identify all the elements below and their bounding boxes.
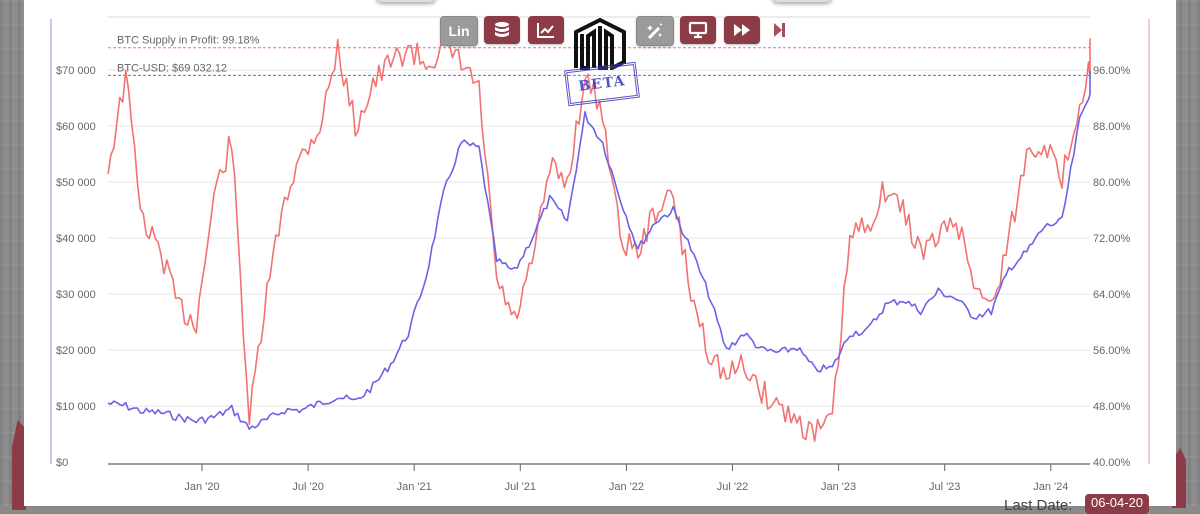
skip-to-end-button[interactable] [772, 20, 788, 40]
indicators-button[interactable] [636, 16, 674, 46]
skip-end-icon [774, 23, 785, 37]
left-y-tick-label: $60 000 [56, 121, 96, 133]
right-y-tick-label: 96.00% [1093, 65, 1131, 77]
right-y-tick-label: 80.00% [1093, 177, 1131, 189]
chart-panel [24, 0, 1176, 506]
x-axis: Jan '20 Jul '20 Jan '21 Jul '21 Jan '22 Jul '… [108, 463, 1090, 493]
x-tick-label: Jul '20 [292, 481, 323, 493]
x-tick-label: Jan '20 [184, 481, 219, 493]
scale-lin-label: Lin [448, 23, 470, 39]
magic-wand-icon [647, 23, 662, 40]
fast-forward-button[interactable] [724, 16, 760, 44]
right-y-axis-labels: 40.00% 48.00% 56.00% 64.00% 72.00% 80.00% 88.0… [1093, 65, 1131, 469]
right-y-tick-label: 88.00% [1093, 121, 1131, 133]
left-y-tick-label: $70 000 [56, 65, 96, 77]
fast-forward-icon [734, 24, 750, 36]
logo [572, 17, 628, 72]
x-tick-label: Jan '23 [821, 481, 856, 493]
current-value-label: BTC-USD: $69 032.12 [117, 62, 227, 74]
left-y-tick-label: $10 000 [56, 401, 96, 413]
x-tick-label: Jul '22 [717, 481, 748, 493]
decorative-accent-left [12, 420, 26, 510]
logo-icon [574, 17, 626, 72]
left-y-tick-label: $50 000 [56, 177, 96, 189]
left-y-tick-label: $40 000 [56, 233, 96, 245]
right-y-tick-label: 64.00% [1093, 289, 1131, 301]
supply-in-profit-line[interactable] [107, 37, 1091, 442]
monitor-icon [688, 21, 708, 39]
right-y-tick-label: 56.00% [1093, 345, 1131, 357]
tab-shadow-left [376, 0, 436, 2]
x-tick-label: Jan '22 [609, 481, 644, 493]
scale-lin-button[interactable]: Lin [440, 16, 478, 46]
right-y-tick-label: 48.00% [1093, 401, 1131, 413]
left-y-axis-labels: $0 $10 000 $20 000 $30 000 $40 000 $50 000 $60… [56, 65, 96, 469]
x-tick-label: Jan '21 [397, 481, 432, 493]
left-y-tick-label: $0 [56, 457, 68, 469]
x-tick-label: Jul '23 [929, 481, 960, 493]
fullscreen-button[interactable] [680, 16, 716, 44]
right-y-tick-label: 40.00% [1093, 457, 1131, 469]
left-y-tick-label: $20 000 [56, 345, 96, 357]
x-tick-label: Jul '21 [505, 481, 536, 493]
current-value-label: BTC Supply in Profit: 99.18% [117, 35, 260, 47]
left-y-tick-label: $30 000 [56, 289, 96, 301]
database-icon [495, 22, 509, 37]
x-tick-label: Jan '24 [1033, 481, 1068, 493]
last-date-value[interactable]: 06-04-20 [1085, 494, 1149, 514]
database-button[interactable] [484, 16, 520, 44]
right-y-tick-label: 72.00% [1093, 233, 1131, 245]
grid-lines [108, 69, 1090, 407]
area-chart-icon [537, 23, 554, 38]
chart-toolbar: Lin [0, 16, 1200, 107]
btc-usd-line[interactable] [107, 70, 1091, 430]
tab-shadow-right [772, 0, 832, 2]
chart-type-button[interactable] [528, 16, 564, 44]
